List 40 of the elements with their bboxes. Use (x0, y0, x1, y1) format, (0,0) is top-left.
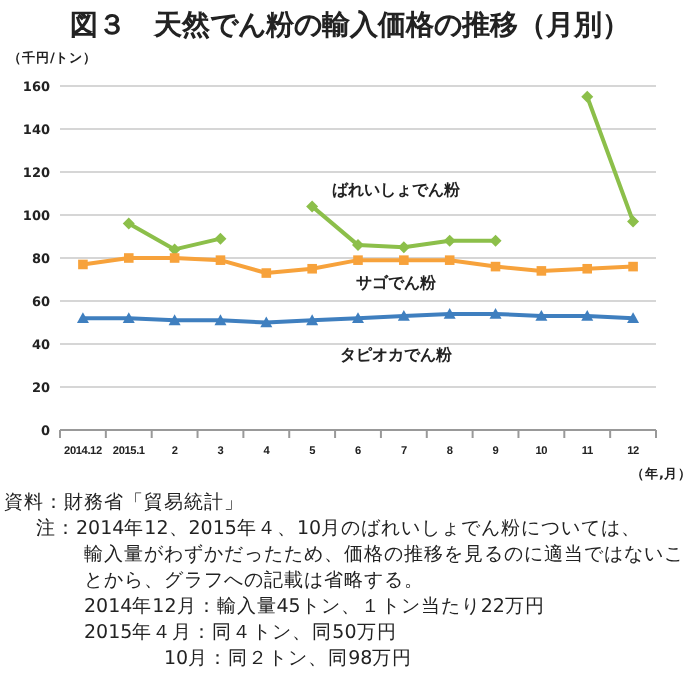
point (397, 310, 410, 321)
point (78, 259, 88, 270)
series-label: サゴでん粉 (355, 274, 438, 293)
point (261, 268, 272, 278)
point (489, 307, 502, 319)
point (307, 263, 317, 274)
point (535, 310, 548, 321)
point (122, 312, 135, 323)
point (582, 263, 593, 274)
point (214, 232, 227, 245)
text: 10月：同２トン、同98万円 (164, 648, 413, 670)
chart-title: 図３ 天然でん粉の輸入価格の推移（月別） (70, 10, 630, 42)
text: 注：2014年12、2015年４、10月のばれいしょでん粉については、輸入量がわずかだったため、価格の推移を見るのに適当ではないことから、グラフへの記載は省略する。 (36, 516, 684, 592)
point (581, 310, 594, 321)
series-label: ばれいしょでん粉 (331, 181, 462, 200)
point (628, 261, 638, 272)
series-label: タピオカでん粉 (339, 346, 454, 365)
point (306, 200, 319, 213)
point (353, 255, 363, 265)
point (306, 314, 319, 326)
point (352, 239, 364, 252)
point (352, 312, 364, 323)
point (627, 215, 640, 228)
text: 2015年４月：同４トン、同50万円 (84, 620, 397, 644)
point (444, 255, 455, 265)
point (214, 314, 227, 326)
text: 資料：財務省「貿易統計」 (4, 490, 244, 514)
point (260, 316, 273, 328)
point (536, 266, 547, 276)
point (169, 253, 180, 263)
point (122, 217, 135, 230)
text: 2014年12月：輸入量45トン、１トン当たり22万円 (84, 594, 545, 618)
point (627, 312, 640, 323)
point (123, 253, 134, 263)
point (399, 255, 409, 265)
point (443, 307, 456, 319)
point (168, 314, 181, 326)
point (76, 312, 89, 323)
point (581, 90, 594, 103)
point (215, 255, 226, 265)
